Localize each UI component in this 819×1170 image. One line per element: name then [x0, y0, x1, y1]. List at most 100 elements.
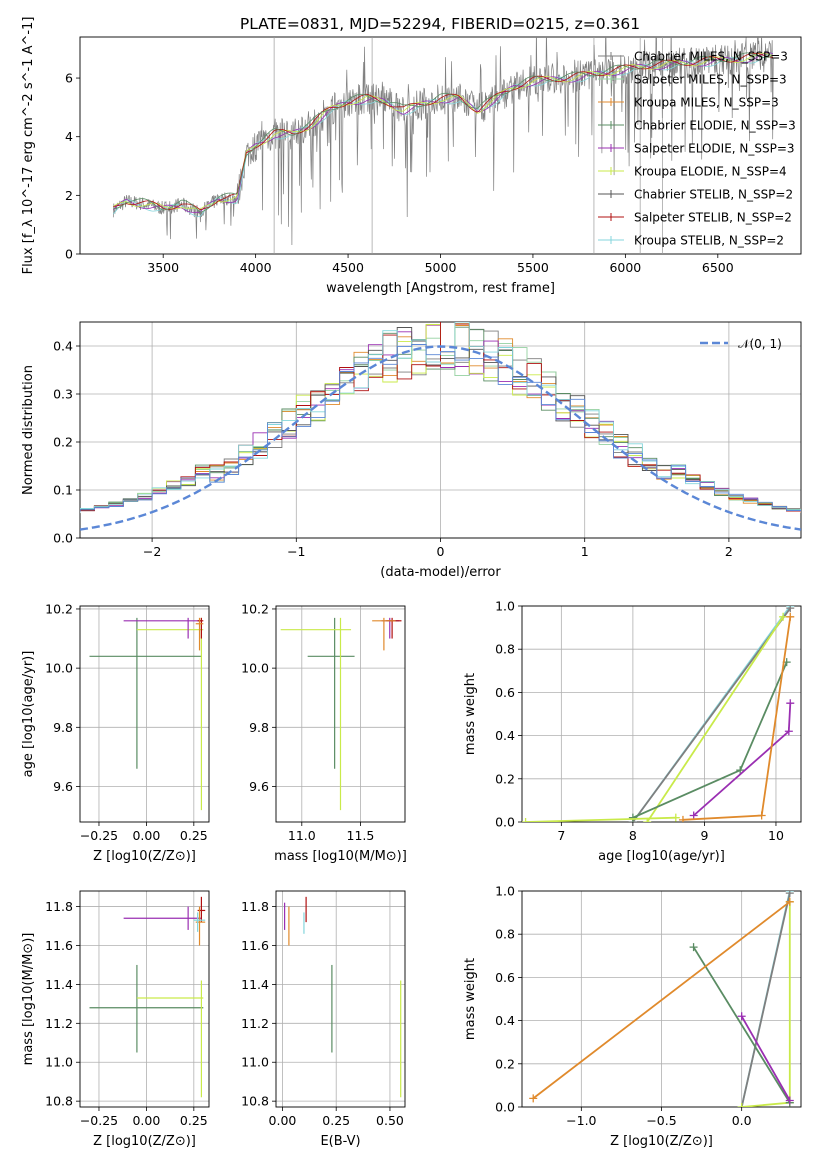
axes-age_vs_Z: −0.25 0.00 0.25 9.6 9.8 10.0 10.2 Z [log10(Z/Z⊙…: [21, 601, 210, 864]
xtick-label: −1.0: [566, 1113, 596, 1128]
legend-spectrum: Chabrier MILES, N_SSP=3 Salpeter MILES, N…: [598, 50, 796, 248]
xtick-label: 0.25: [322, 1113, 350, 1128]
xtick-label: 4000: [240, 260, 272, 275]
ytick-label: 11.6: [241, 938, 269, 953]
ytick-label: 10.2: [241, 601, 269, 616]
xlabel-mw_vs_Z: Z [log10(Z/Z⊙)]: [610, 1134, 713, 1149]
axes-spectrum: 3500 4000 4500 5000 5500 6000 6500 0 2 4 6 waveleng…: [21, 17, 802, 296]
legend-entry: Chabrier MILES, N_SSP=3: [634, 50, 788, 64]
ytick-label: 1.0: [495, 599, 515, 614]
axes-mass_vs_ebv: 0.00 0.25 0.50 10.8 11.0 11.2 11.4 11.6 11.8 E(B-…: [241, 890, 406, 1149]
ytick-label: 1.0: [495, 884, 515, 899]
ytick-label: 10.2: [45, 601, 73, 616]
figure-title: PLATE=0831, MJD=52294, FIBERID=0215, z=0…: [240, 15, 640, 33]
model-fit-chab_elodie: [113, 52, 774, 213]
ytick-label: 0: [65, 247, 73, 262]
legend-entry: Kroupa MILES, N_SSP=3: [634, 96, 779, 110]
series-point: [779, 612, 788, 621]
xlabel-mass_vs_Z: Z [log10(Z/Z⊙)]: [93, 1134, 196, 1149]
series-point: [786, 612, 795, 621]
xtick-label: −0.25: [80, 1113, 118, 1128]
model-fit-krou_elodie: [113, 52, 774, 210]
ytick-label: 0.2: [495, 771, 515, 786]
xtick-label: 6500: [702, 260, 734, 275]
xtick-label: 11.0: [288, 828, 316, 843]
xtick-label: 0.00: [132, 1113, 160, 1128]
xtick-label: −0.5: [646, 1113, 676, 1128]
series-point: [786, 606, 795, 613]
ytick-label: 0.0: [495, 1100, 515, 1115]
series-line-chab_elodie: [692, 946, 791, 1104]
ytick-label: 11.2: [45, 1016, 73, 1031]
xtick-label: 8: [629, 828, 637, 843]
xtick-label: 0.25: [180, 1113, 208, 1128]
legend-entry: Salpeter STELIB, N_SSP=2: [634, 211, 792, 225]
ytick-label: 10.0: [45, 661, 73, 676]
axes-frame-mass_vs_Z: [79, 890, 210, 1108]
ytick-label: 0.0: [495, 815, 515, 830]
ylabel-mass_vs_Z: mass [log10(M/M⊙)]: [21, 933, 36, 1066]
legend-residuals: 𝒩(0, 1): [700, 337, 782, 351]
legend-entry: Chabrier ELODIE, N_SSP=3: [634, 119, 796, 133]
series-line-chab_miles: [632, 607, 792, 822]
ylabel-spectrum: Flux [f_λ 10^-17 erg cm^-2 s^-1 A^-1]: [21, 17, 36, 275]
legend-entry: Salpeter ELODIE, N_SSP=3: [634, 142, 795, 156]
xtick-label: 7: [557, 828, 565, 843]
xtick-label: 0.25: [180, 828, 208, 843]
ytick-label: 11.4: [45, 977, 73, 992]
ytick-label: 11.6: [45, 938, 73, 953]
legend-entry: 𝒩(0, 1): [738, 337, 782, 351]
ytick-label: 10.0: [241, 661, 269, 676]
series-point: [689, 811, 698, 820]
series-point: [522, 818, 530, 822]
xtick-label: 11.5: [347, 828, 375, 843]
series-line-krou_elodie: [525, 816, 676, 822]
series-point: [784, 727, 793, 736]
ytick-label: 2: [65, 188, 73, 203]
legend-entry: Kroupa STELIB, N_SSP=2: [634, 234, 784, 248]
errorbars-mass_vs_ebv: [284, 896, 402, 1098]
series-mw_vs_age: [522, 606, 795, 822]
ytick-label: 4: [65, 129, 73, 144]
ytick-label: 9.6: [249, 779, 269, 794]
axes-residuals: −2 −1 0 1 2 0.0 0.1 0.2 0.3 0.4 (data-model)/error…: [21, 321, 802, 580]
xtick-label: −1: [287, 544, 305, 559]
axes-frame-spectrum: [79, 36, 802, 255]
ytick-label: 0.4: [495, 728, 515, 743]
histogram-gaussian: [80, 344, 801, 512]
xtick-label: 2: [725, 544, 733, 559]
xtick-label: 0.50: [376, 1113, 404, 1128]
legend-entry: Kroupa ELODIE, N_SSP=4: [634, 165, 787, 179]
ytick-label: 10.8: [241, 1094, 269, 1109]
errorbars-mass_vs_Z: [89, 896, 206, 1098]
axes-mw_vs_age: 7 8 9 10 0.0 0.2 0.4 0.6 0.8 1.0 age [log10(age/yr…: [463, 599, 802, 864]
ytick-label: 11.2: [241, 1016, 269, 1031]
axes-frame-age_vs_mass: [275, 605, 406, 823]
series-line-chab_elodie: [632, 661, 788, 819]
model-fit-salp_stelib: [113, 52, 773, 211]
legend-entry: Salpeter MILES, N_SSP=3: [634, 73, 787, 87]
series-point: [786, 699, 795, 708]
ytick-label: 9.6: [53, 779, 73, 794]
xlabel-residuals: (data-model)/error: [380, 565, 501, 580]
xtick-label: 5500: [517, 260, 549, 275]
xtick-label: −0.25: [80, 828, 118, 843]
errorbars-age_vs_mass: [280, 617, 402, 811]
xtick-label: 0.00: [132, 828, 160, 843]
series-line-chab_miles: [740, 893, 791, 1107]
ytick-label: 0.8: [495, 927, 515, 942]
ytick-label: 0.6: [495, 970, 515, 985]
ytick-label: 0.6: [495, 685, 515, 700]
xlabel-spectrum: wavelength [Angstrom, rest frame]: [326, 281, 555, 296]
legend-entry: Chabrier STELIB, N_SSP=2: [634, 188, 793, 202]
xtick-label: 0: [437, 544, 445, 559]
histograms: [80, 322, 801, 531]
series-point: [757, 811, 766, 820]
ytick-label: 6: [65, 71, 73, 86]
xtick-label: 6000: [609, 260, 641, 275]
ytick-label: 11.0: [45, 1055, 73, 1070]
series-line-salp_elodie: [740, 1015, 791, 1101]
xlabel-mass_vs_ebv: E(B-V): [320, 1134, 360, 1149]
ylabel-residuals: Normed distribution: [21, 365, 36, 495]
